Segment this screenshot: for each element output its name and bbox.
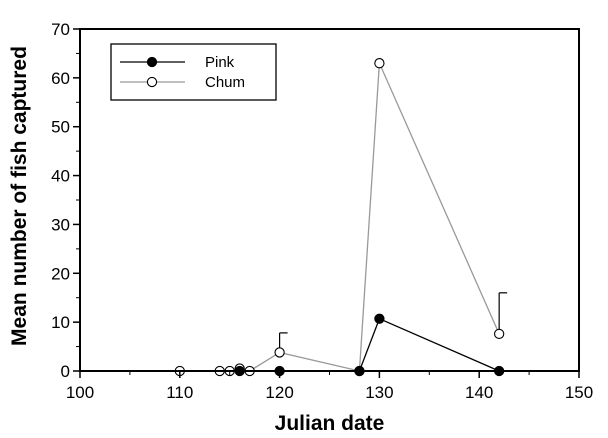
y-tick-label: 20 (51, 264, 70, 283)
series-line (239, 317, 500, 372)
x-axis-title: Julian date (275, 412, 385, 435)
x-tick-label: 140 (465, 383, 493, 402)
legend-label: Chum (205, 74, 245, 91)
x-tick-label: 120 (265, 383, 293, 402)
y-tick-label: 60 (51, 69, 70, 88)
legend: Pink Chum (110, 43, 277, 101)
data-point (374, 58, 385, 69)
y-tick-label: 50 (51, 118, 70, 137)
legend-marker (146, 76, 158, 88)
series-chum (174, 58, 508, 377)
legend-marker (146, 56, 158, 68)
y-axis-title: Mean number of fish captured (8, 46, 31, 346)
legend-item-chum: Chum (120, 74, 245, 91)
data-point (494, 328, 505, 340)
series-line (179, 62, 500, 372)
y-tick-label: 10 (51, 313, 70, 332)
y-tick-label: 40 (51, 167, 70, 186)
series-pink (234, 313, 505, 377)
y-tick-label: 0 (61, 362, 70, 381)
x-tick-label: 100 (66, 383, 94, 402)
legend-label: Pink (205, 54, 235, 71)
x-tick-label: 110 (166, 383, 193, 402)
legend-item-pink: Pink (120, 54, 235, 71)
axis-layer: 100 110 120 130 140 150 0 10 20 30 40 50 60 70 (51, 20, 593, 402)
y-tick-label: 30 (51, 215, 70, 234)
legend-box (110, 43, 277, 101)
data-point (274, 347, 285, 358)
series-layer (174, 58, 508, 377)
x-tick-label: 130 (365, 383, 393, 402)
y-tick-label: 70 (51, 20, 70, 39)
x-tick-label: 150 (565, 383, 593, 402)
data-point (374, 313, 385, 324)
